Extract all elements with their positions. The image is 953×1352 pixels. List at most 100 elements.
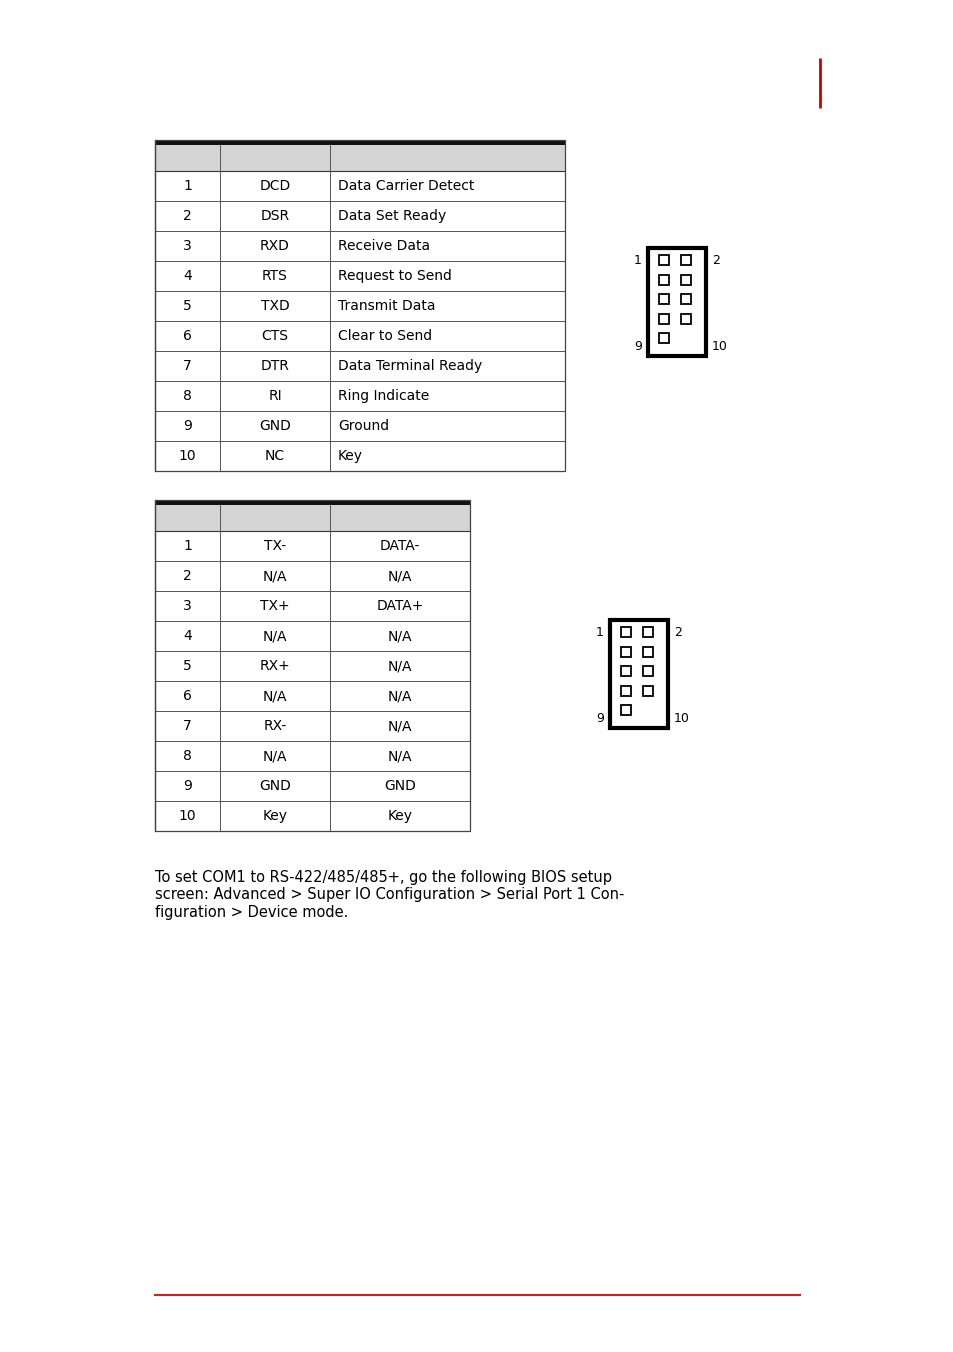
Text: N/A: N/A: [262, 629, 287, 644]
Bar: [154, 381, 564, 411]
Bar: [154, 411, 564, 441]
Text: N/A: N/A: [387, 629, 412, 644]
Bar: [647, 247, 705, 356]
Text: RX-: RX-: [263, 719, 286, 733]
Text: 5: 5: [183, 658, 192, 673]
Text: GND: GND: [384, 779, 416, 794]
Text: Request to Send: Request to Send: [337, 269, 452, 283]
Bar: [609, 621, 667, 727]
Bar: [154, 506, 470, 531]
Bar: [154, 441, 564, 470]
Bar: [154, 561, 470, 591]
Text: DSR: DSR: [260, 210, 290, 223]
Text: 2: 2: [711, 254, 720, 266]
Bar: [680, 274, 690, 284]
Text: 9: 9: [183, 779, 192, 794]
Bar: [642, 646, 652, 657]
Bar: [620, 706, 631, 715]
Text: RI: RI: [268, 389, 281, 403]
Bar: [154, 591, 470, 621]
Text: 1: 1: [634, 254, 641, 266]
Bar: [154, 320, 564, 352]
Bar: [620, 667, 631, 676]
Text: 7: 7: [183, 719, 192, 733]
Text: 4: 4: [183, 269, 192, 283]
Text: DCD: DCD: [259, 178, 291, 193]
Bar: [154, 531, 470, 561]
Text: 6: 6: [183, 329, 192, 343]
Text: 2: 2: [673, 626, 681, 638]
Text: N/A: N/A: [262, 569, 287, 583]
Text: Ring Indicate: Ring Indicate: [337, 389, 429, 403]
Text: Data Terminal Ready: Data Terminal Ready: [337, 360, 482, 373]
Text: NC: NC: [265, 449, 285, 462]
Text: RX+: RX+: [259, 658, 290, 673]
Text: N/A: N/A: [262, 749, 287, 763]
Text: Clear to Send: Clear to Send: [337, 329, 432, 343]
Text: 10: 10: [178, 449, 196, 462]
Text: TXD: TXD: [260, 299, 289, 314]
Bar: [659, 256, 669, 265]
Bar: [620, 685, 631, 696]
Bar: [154, 261, 564, 291]
Text: 2: 2: [183, 210, 192, 223]
Bar: [680, 256, 690, 265]
Text: N/A: N/A: [387, 719, 412, 733]
Text: Receive Data: Receive Data: [337, 239, 430, 253]
Text: Transmit Data: Transmit Data: [337, 299, 435, 314]
Text: 3: 3: [183, 599, 192, 612]
Bar: [154, 711, 470, 741]
Text: N/A: N/A: [262, 690, 287, 703]
Bar: [154, 141, 564, 470]
Text: 9: 9: [596, 711, 603, 725]
Text: Data Set Ready: Data Set Ready: [337, 210, 446, 223]
Bar: [154, 170, 564, 201]
Bar: [680, 314, 690, 323]
Text: 8: 8: [183, 389, 192, 403]
Bar: [154, 500, 470, 831]
Bar: [620, 627, 631, 637]
Text: N/A: N/A: [387, 690, 412, 703]
Bar: [659, 314, 669, 323]
Bar: [154, 145, 564, 170]
Bar: [154, 500, 470, 506]
Bar: [154, 681, 470, 711]
Text: TX+: TX+: [260, 599, 290, 612]
Text: GND: GND: [259, 419, 291, 433]
Text: N/A: N/A: [387, 569, 412, 583]
Text: DATA-: DATA-: [379, 539, 419, 553]
Bar: [154, 652, 470, 681]
Bar: [154, 352, 564, 381]
Bar: [154, 741, 470, 771]
Text: 1: 1: [183, 178, 192, 193]
Bar: [659, 333, 669, 343]
Text: Ground: Ground: [337, 419, 389, 433]
Text: 1: 1: [596, 626, 603, 638]
Bar: [154, 291, 564, 320]
Text: 8: 8: [183, 749, 192, 763]
Text: 2: 2: [183, 569, 192, 583]
Bar: [642, 627, 652, 637]
Bar: [154, 231, 564, 261]
Text: N/A: N/A: [387, 658, 412, 673]
Text: 10: 10: [673, 711, 689, 725]
Text: 1: 1: [183, 539, 192, 553]
Text: 6: 6: [183, 690, 192, 703]
Text: DATA+: DATA+: [375, 599, 423, 612]
Bar: [680, 295, 690, 304]
Text: RTS: RTS: [262, 269, 288, 283]
Bar: [154, 621, 470, 652]
Bar: [154, 141, 564, 145]
Text: Key: Key: [262, 808, 287, 823]
Text: Key: Key: [337, 449, 363, 462]
Text: N/A: N/A: [387, 749, 412, 763]
Text: Data Carrier Detect: Data Carrier Detect: [337, 178, 474, 193]
Bar: [642, 685, 652, 696]
Text: 5: 5: [183, 299, 192, 314]
Text: GND: GND: [259, 779, 291, 794]
Text: 9: 9: [183, 419, 192, 433]
Bar: [154, 771, 470, 800]
Text: 9: 9: [634, 339, 641, 353]
Bar: [154, 800, 470, 831]
Text: 4: 4: [183, 629, 192, 644]
